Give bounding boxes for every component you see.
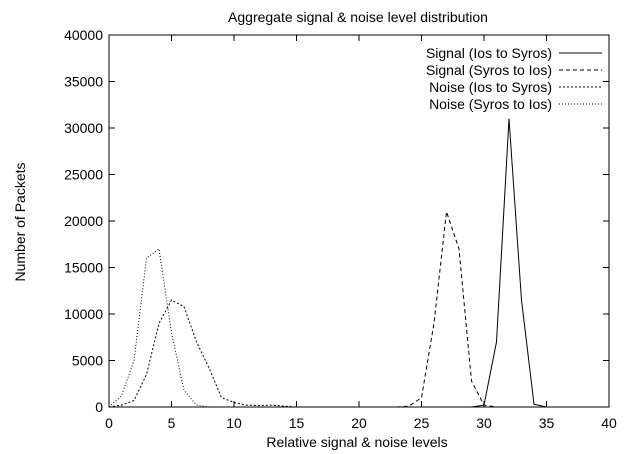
legend-label: Signal (Ios to Syros)	[426, 45, 552, 61]
x-axis: 0 5 10 15 20 25 30 35 40	[105, 35, 617, 431]
y-tick-label: 15000	[64, 260, 103, 276]
x-tick-label: 0	[105, 415, 113, 431]
series-line-1	[396, 211, 497, 408]
legend-label: Noise (Ios to Syros)	[429, 79, 552, 95]
legend: Signal (Ios to Syros)Signal (Syros to Io…	[426, 45, 602, 112]
y-tick-label: 5000	[72, 353, 103, 369]
y-tick-label: 20000	[64, 213, 103, 229]
y-axis-title: Number of Packets	[12, 162, 28, 281]
x-tick-label: 15	[289, 415, 305, 431]
y-axis: 0 5000 10000 15000 20000 25000 30000 35000 40000	[64, 27, 609, 415]
plot-lines	[108, 118, 547, 408]
x-tick-label: 5	[168, 415, 176, 431]
y-tick-label: 30000	[64, 120, 103, 136]
chart-title: Aggregate signal & noise level distribut…	[228, 9, 488, 25]
series-line-2	[108, 299, 297, 408]
x-tick-label: 35	[539, 415, 555, 431]
y-tick-label: 40000	[64, 27, 103, 43]
x-tick-label: 20	[351, 415, 367, 431]
y-tick-label: 25000	[64, 167, 103, 183]
series-line-0	[471, 118, 547, 408]
series-line-3	[108, 248, 210, 408]
y-tick-label: 10000	[64, 306, 103, 322]
y-tick-label: 0	[95, 399, 103, 415]
legend-label: Signal (Syros to Ios)	[426, 62, 552, 78]
legend-label: Noise (Syros to Ios)	[429, 96, 552, 112]
x-tick-label: 25	[414, 415, 430, 431]
x-tick-label: 40	[601, 415, 617, 431]
x-tick-label: 30	[476, 415, 492, 431]
y-tick-label: 35000	[64, 74, 103, 90]
x-tick-label: 10	[226, 415, 242, 431]
x-axis-title: Relative signal & noise levels	[266, 434, 447, 450]
